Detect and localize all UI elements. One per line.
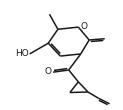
Text: O: O bbox=[45, 67, 52, 76]
Text: O: O bbox=[80, 22, 87, 31]
Text: HO: HO bbox=[15, 49, 28, 58]
